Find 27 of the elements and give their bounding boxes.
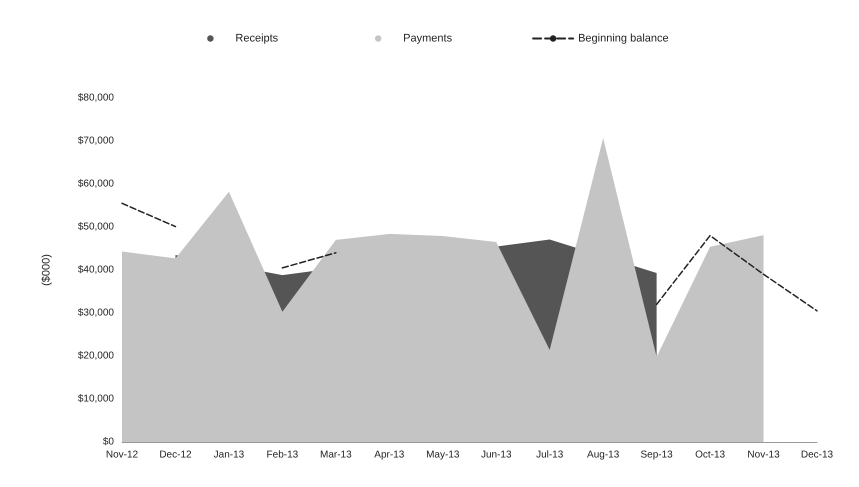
y-tick-label: $10,000 <box>78 394 114 404</box>
y-tick-label: $70,000 <box>78 136 114 146</box>
y-tick-label: $60,000 <box>78 178 114 190</box>
y-tick-label: $80,000 <box>78 92 114 104</box>
legend-label: Receipts <box>235 32 279 44</box>
y-tick-label: $20,000 <box>78 350 114 362</box>
y-tick-label: $50,000 <box>78 222 114 232</box>
y-tick-label: $0 <box>102 436 114 448</box>
legend-label: Beginning balance <box>578 32 669 44</box>
x-tick-label: Mar-13 <box>320 450 352 460</box>
x-tick-label: Oct-13 <box>695 450 726 460</box>
x-tick-label: Apr-13 <box>374 450 405 460</box>
y-tick-label: $40,000 <box>78 264 114 276</box>
y-axis-title: ($000) <box>40 254 52 286</box>
x-tick-label: Dec-12 <box>159 450 192 460</box>
legend-label: Payments <box>403 32 453 44</box>
x-tick-label: Sep-13 <box>640 450 674 460</box>
x-tick-label: May-13 <box>426 450 460 460</box>
x-tick-label: Nov-12 <box>106 450 139 460</box>
x-tick-label: Nov-13 <box>747 450 780 460</box>
x-tick-label: Aug-13 <box>587 450 620 460</box>
x-tick-label: Dec-13 <box>800 450 834 460</box>
x-tick-label: Jul-13 <box>536 450 564 460</box>
x-tick-label: Jun-13 <box>480 450 512 460</box>
x-tick-label: Feb-13 <box>266 450 299 460</box>
y-tick-label: $30,000 <box>78 308 114 318</box>
x-tick-label: Jan-13 <box>214 450 245 460</box>
